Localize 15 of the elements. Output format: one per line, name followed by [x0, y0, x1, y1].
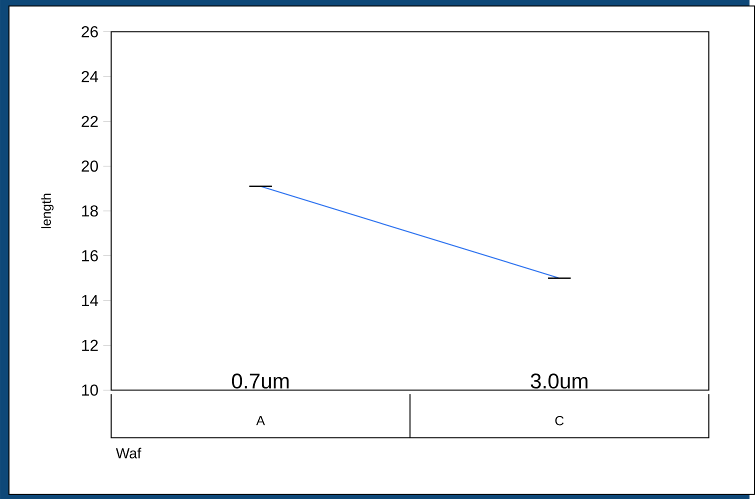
y-tick-label: 12	[82, 340, 98, 351]
x-axis-title: Waf	[116, 448, 142, 458]
y-tick-label: 16	[82, 250, 98, 262]
y-tick-label: 10	[82, 384, 98, 396]
y-tick-label: 14	[82, 294, 98, 306]
y-tick-label: 24	[82, 70, 98, 82]
y-tick-label: 22	[82, 116, 98, 127]
annotation: 0.7um	[232, 373, 289, 388]
y-tick-label: 26	[82, 26, 98, 38]
y-tick-label: 20	[82, 160, 98, 172]
x-tick-label: A	[256, 416, 265, 425]
y-axis-title: length	[41, 194, 54, 228]
y-tick-label: 18	[82, 205, 98, 216]
x-tick-label: C	[555, 416, 564, 426]
annotation: 3.0um	[530, 373, 588, 388]
